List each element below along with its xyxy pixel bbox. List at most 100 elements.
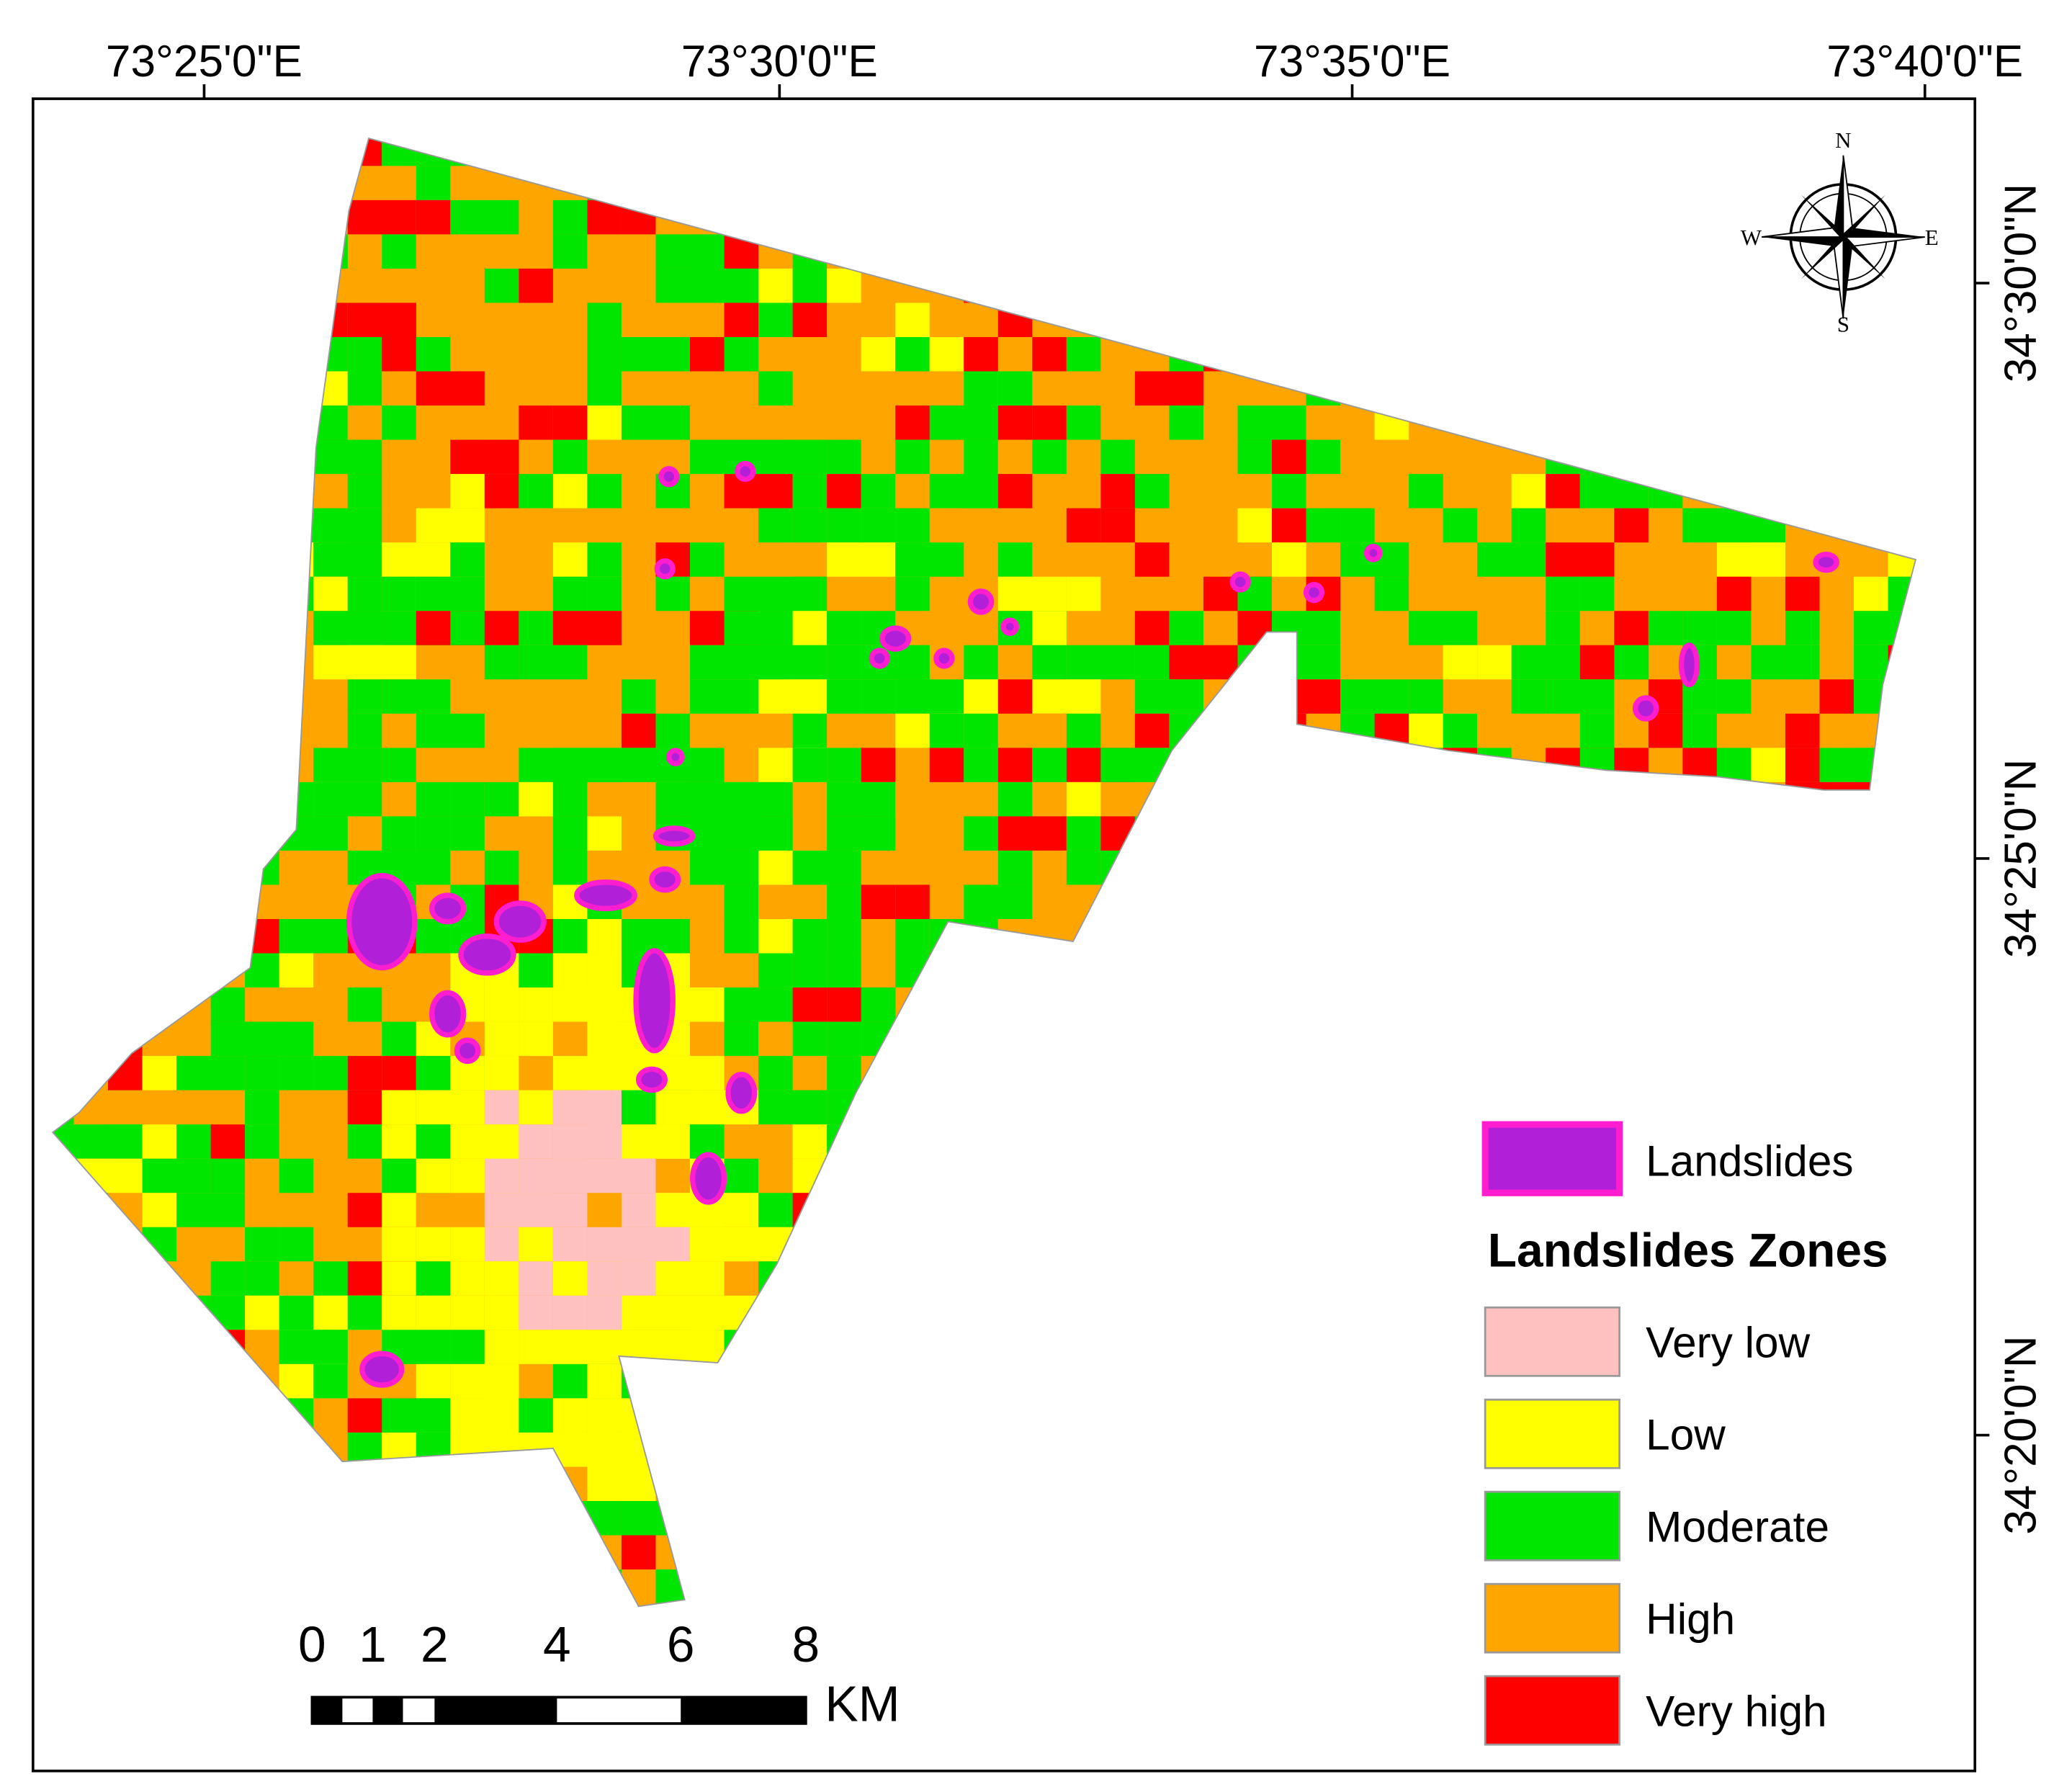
zone-cell (53, 439, 74, 475)
zone-cell (176, 542, 211, 577)
zone-cell (347, 987, 382, 1022)
zone-cell (347, 542, 382, 577)
zone-cell (1579, 439, 1649, 475)
zone-cell (621, 138, 691, 166)
zone-cell (758, 371, 793, 406)
zone-cell (347, 713, 382, 748)
zone-cell (587, 1569, 622, 1604)
zone-cell (552, 576, 588, 611)
zone-cell (142, 1603, 177, 1607)
zone-cell (1682, 1363, 1717, 1399)
zone-cell (1032, 987, 1067, 1022)
zone-cell (1169, 1500, 1203, 1536)
zone-cell (279, 1569, 348, 1604)
zone-cell (416, 166, 451, 200)
zone-cell (792, 918, 828, 954)
zone-cell (655, 138, 691, 166)
zone-cell (519, 1500, 553, 1536)
zone-cell (997, 748, 1033, 782)
scale-label: 1 (359, 1616, 387, 1672)
zone-cell (997, 1363, 1067, 1399)
zone-cell (519, 1295, 553, 1330)
zone-cell (1409, 200, 1443, 235)
zone-cell (1785, 713, 1820, 748)
zone-cell (245, 1124, 279, 1159)
zone-cell (1785, 576, 1820, 611)
zone-cell (1066, 1432, 1135, 1467)
zone-cell (313, 439, 382, 475)
zone-cell (1854, 303, 1888, 337)
zone-cell (450, 474, 485, 509)
zone-cell (1203, 336, 1238, 372)
zone-cell (245, 1227, 279, 1262)
zone-cell (382, 542, 451, 577)
zone-cell (758, 987, 793, 1022)
zone-cell (416, 816, 451, 851)
zone-cell (827, 748, 861, 782)
zone-cell (1477, 645, 1512, 680)
zone-cell (1785, 816, 1855, 851)
zone-cell (1785, 850, 1820, 885)
zone-cell (758, 508, 793, 543)
zone-cell (484, 1432, 519, 1467)
landslides (346, 460, 1839, 1388)
zone-cell (108, 303, 143, 337)
zone-cell (792, 166, 828, 200)
zone-cell (827, 1603, 896, 1607)
zone-cell (245, 1056, 279, 1090)
zone-cell (1614, 1021, 1683, 1057)
zone-cell (1032, 1535, 1067, 1570)
zone-cell (1888, 542, 1916, 577)
zone-cell (1272, 987, 1306, 1022)
zone-cell (552, 439, 588, 475)
zone-cell (1648, 713, 1683, 748)
zone-cell (176, 166, 211, 200)
zone-cell (758, 166, 793, 200)
zone-cell (792, 439, 828, 475)
zone-cell (347, 371, 382, 406)
zone-cell (210, 1261, 246, 1296)
landslide (1303, 582, 1325, 604)
zone-cell (176, 748, 211, 782)
zone-cell (1854, 816, 1888, 851)
zone-cell (1888, 1056, 1916, 1090)
zone-cell (416, 1398, 451, 1433)
zone-cell (1374, 268, 1443, 303)
zone-cell (1477, 542, 1546, 577)
zone-cell (1751, 1398, 1785, 1433)
zone-cell (964, 645, 998, 680)
zone-cell (210, 1330, 246, 1364)
zone-cell (142, 1500, 177, 1536)
zone-cell (450, 200, 519, 235)
zone-cell (1169, 1398, 1203, 1433)
zone-cell (108, 987, 143, 1022)
zone-cell (1546, 918, 1580, 954)
zone-cell (1306, 1193, 1341, 1227)
zone-cell (1751, 1021, 1785, 1057)
zone-cell (792, 1124, 828, 1159)
zone-cell (210, 406, 246, 440)
zone-cell (1340, 953, 1409, 988)
zone-cell (1169, 748, 1203, 782)
zone-cell (176, 1056, 246, 1090)
zone-cell (1511, 918, 1546, 954)
compass-s: S (1837, 312, 1849, 337)
zone-cell (1066, 336, 1101, 372)
zone-cell (73, 336, 109, 372)
zone-cell (964, 439, 998, 475)
landslide (869, 648, 890, 669)
zone-cell (210, 611, 246, 645)
zone-cell (690, 987, 725, 1022)
zone-cell (142, 781, 211, 817)
zone-cell (210, 850, 279, 885)
zone-cell (53, 371, 109, 406)
zone-cell (792, 303, 828, 337)
zone-cell (1340, 748, 1375, 782)
zone-cell (997, 953, 1033, 988)
zone-cell (552, 1193, 588, 1227)
zone-cell (108, 1432, 143, 1467)
zone-cell (792, 268, 828, 303)
zone-cell (758, 1569, 793, 1604)
zone-cell (1203, 1330, 1238, 1364)
zone-cell (519, 1193, 553, 1227)
